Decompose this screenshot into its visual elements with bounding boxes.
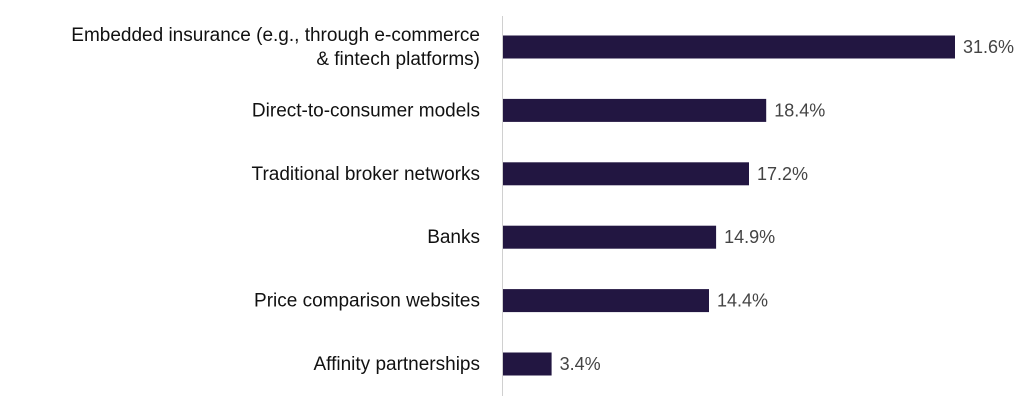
value-label-3: 14.9%: [724, 227, 775, 247]
bar-2: [503, 162, 749, 186]
bar-0: [503, 35, 955, 59]
value-label-0: 31.6%: [963, 37, 1014, 57]
category-label-line: & fintech platforms): [316, 49, 480, 70]
value-label-4: 14.4%: [717, 291, 768, 311]
category-label-0: Embedded insurance (e.g., through e-comm…: [71, 25, 480, 70]
category-label-line: Banks: [427, 227, 480, 248]
bars-group: [503, 35, 955, 376]
bar-4: [503, 289, 709, 313]
category-label-line: Affinity partnerships: [313, 354, 480, 375]
bar-1: [503, 98, 767, 122]
value-label-2: 17.2%: [757, 164, 808, 184]
category-label-1: Direct-to-consumer models: [252, 100, 480, 121]
category-label-line: Embedded insurance (e.g., through e-comm…: [71, 25, 480, 46]
bar-3: [503, 225, 717, 249]
category-label-line: Price comparison websites: [254, 291, 480, 312]
category-label-5: Affinity partnerships: [313, 354, 480, 375]
category-label-line: Traditional broker networks: [252, 164, 480, 185]
value-label-1: 18.4%: [774, 100, 825, 120]
category-label-3: Banks: [427, 227, 480, 248]
category-label-4: Price comparison websites: [254, 291, 480, 312]
category-label-2: Traditional broker networks: [252, 164, 480, 185]
value-label-5: 3.4%: [560, 354, 601, 374]
category-label-line: Direct-to-consumer models: [252, 100, 480, 121]
value-labels-group: 31.6% 18.4% 17.2% 14.9% 14.4% 3.4%: [560, 37, 1014, 374]
category-labels-group: Embedded insurance (e.g., through e-comm…: [71, 25, 480, 375]
bar-5: [503, 352, 552, 376]
